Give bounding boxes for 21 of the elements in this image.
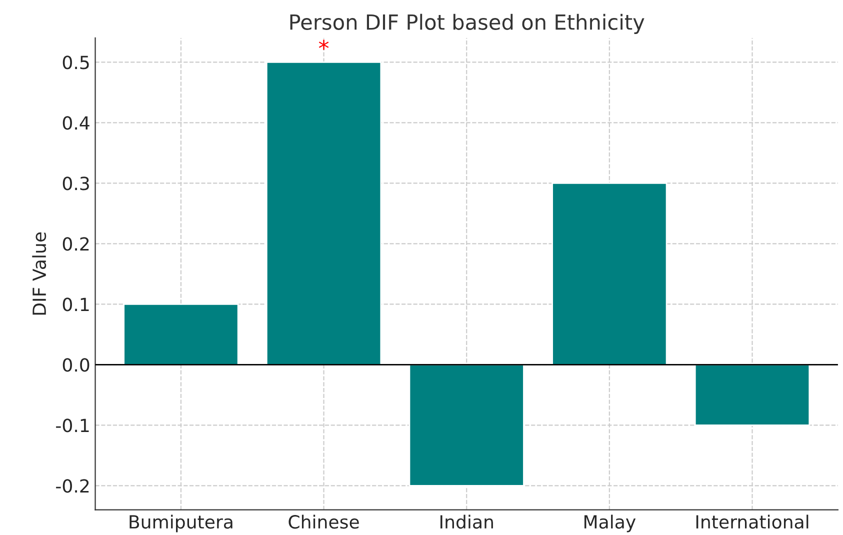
x-tick-label: Bumiputera — [130, 514, 232, 532]
bar — [408, 364, 524, 486]
y-tick-label: 0.0 — [62, 358, 90, 372]
y-tick-label: 0.1 — [62, 298, 89, 312]
x-tick-label: Malay — [584, 514, 636, 532]
chart-title: Person DIF Plot based on Ethnicity — [290, 14, 644, 34]
x-tick-label: International — [696, 514, 808, 529]
x-tick-label: Indian — [440, 514, 493, 529]
bar — [552, 182, 668, 366]
y-tick-label: -0.2 — [56, 479, 89, 493]
y-tick-label: 0.3 — [62, 176, 89, 190]
bar — [123, 303, 239, 366]
bar — [266, 61, 382, 366]
annotation: * — [318, 40, 329, 50]
y-tick-label: 0.2 — [62, 237, 89, 251]
y-axis-title: DIF Value — [32, 232, 46, 315]
y-tick-label: 0.5 — [62, 56, 89, 70]
y-tick-label: 0.4 — [62, 116, 90, 130]
bar — [694, 364, 810, 426]
x-tick-label: Chinese — [288, 514, 359, 529]
y-tick-label: -0.1 — [56, 418, 89, 432]
